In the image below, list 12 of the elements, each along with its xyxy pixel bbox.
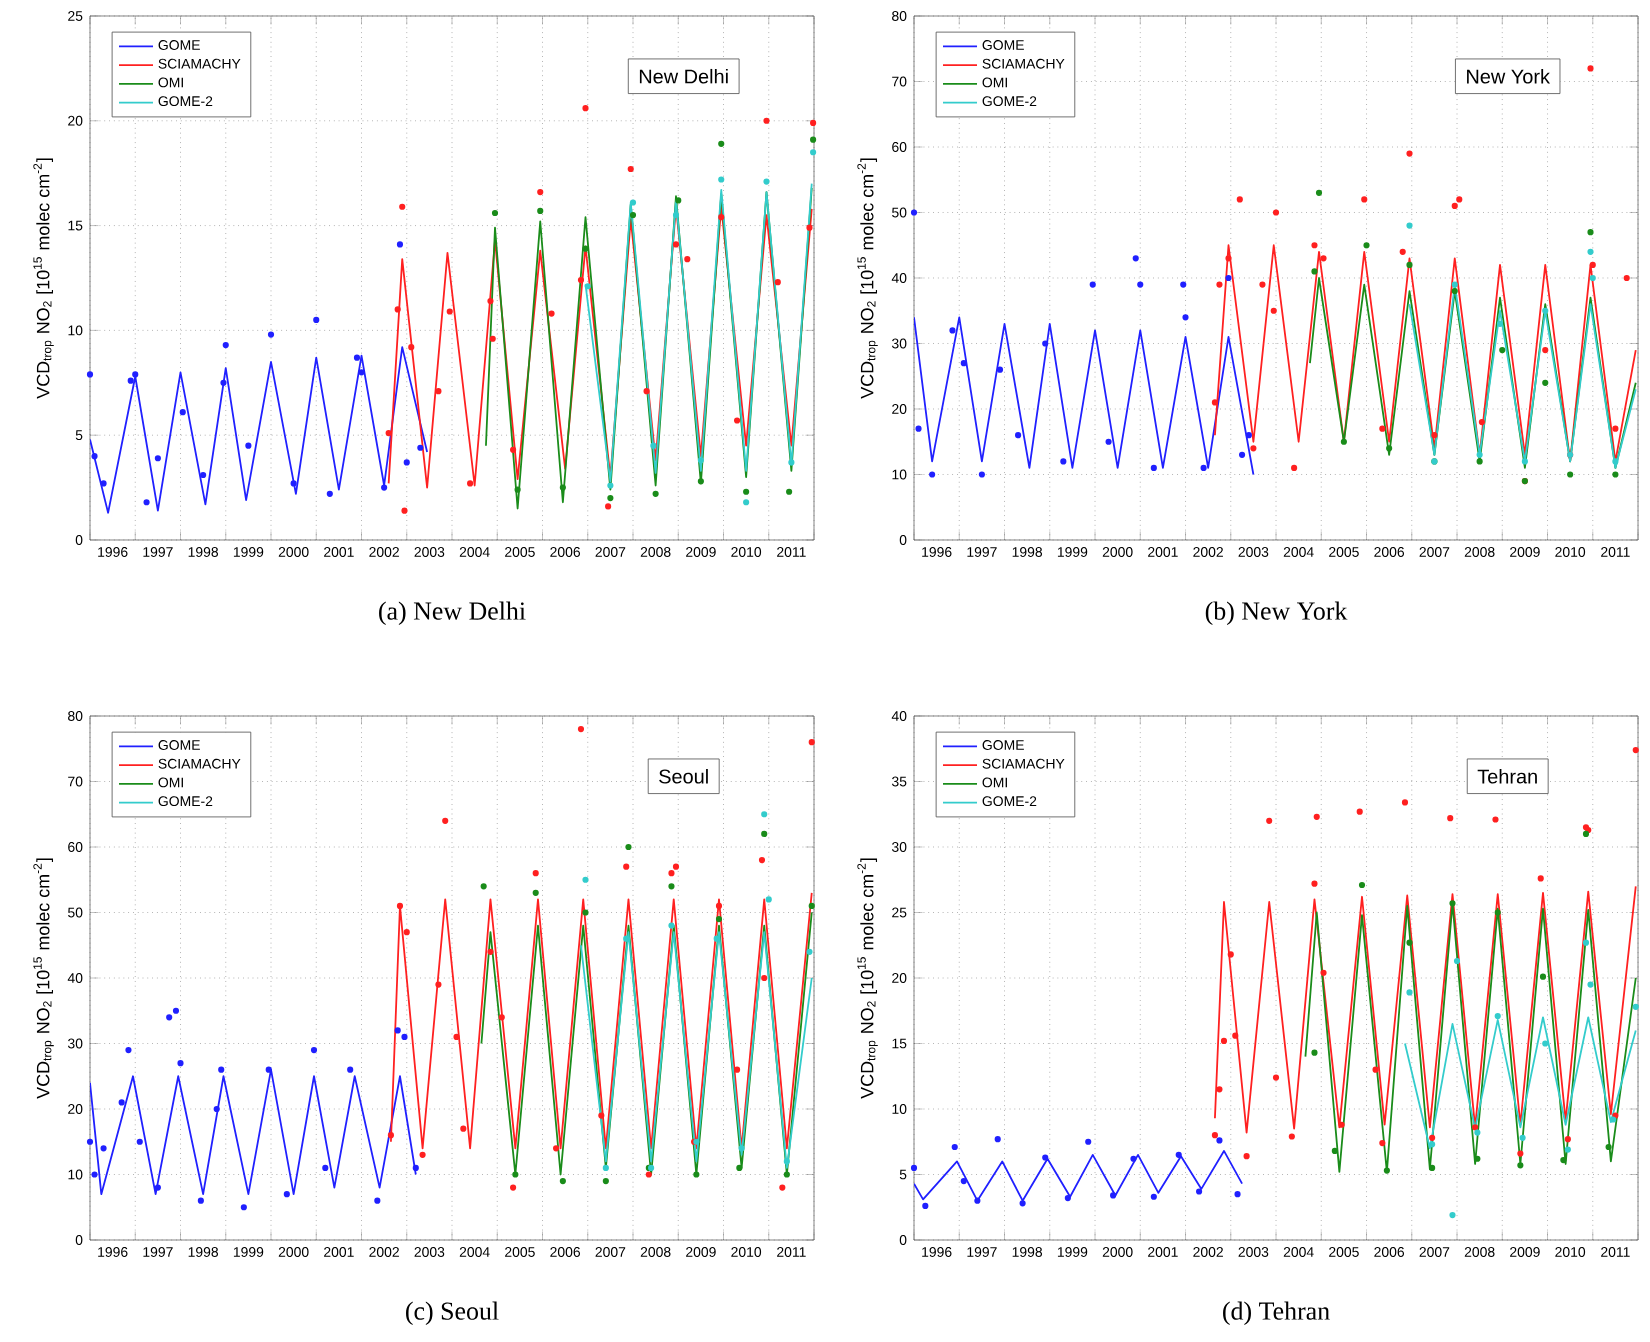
text: VCD$_{trop}$ NO$_{2}$ [10$^{15}$ molec cm$^{-2}$] [857, 158, 878, 399]
text: New York [1467, 68, 1551, 84]
text: (c) Seoul [406, 1301, 499, 1326]
text: Seoul [659, 768, 708, 784]
text: VCD$_{trop}$ NO$_{2}$ [10$^{15}$ molec cm$^{-2}$] [33, 158, 54, 399]
text: New Delhi [639, 68, 728, 84]
text: (d) Tehran [1223, 1301, 1330, 1326]
text: VCD$_{trop}$ NO$_{2}$ [10$^{15}$ molec cm$^{-2}$] [857, 858, 878, 1099]
text: (a) New Delhi [379, 601, 526, 626]
text: VCD$_{trop}$ NO$_{2}$ [10$^{15}$ molec cm$^{-2}$] [33, 858, 54, 1099]
text: (b) New York [1205, 601, 1348, 626]
text: Tehran [1477, 768, 1537, 784]
